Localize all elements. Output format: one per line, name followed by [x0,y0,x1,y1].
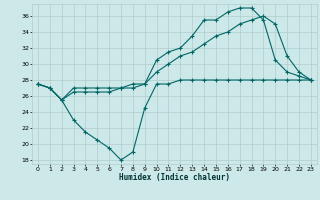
X-axis label: Humidex (Indice chaleur): Humidex (Indice chaleur) [119,173,230,182]
